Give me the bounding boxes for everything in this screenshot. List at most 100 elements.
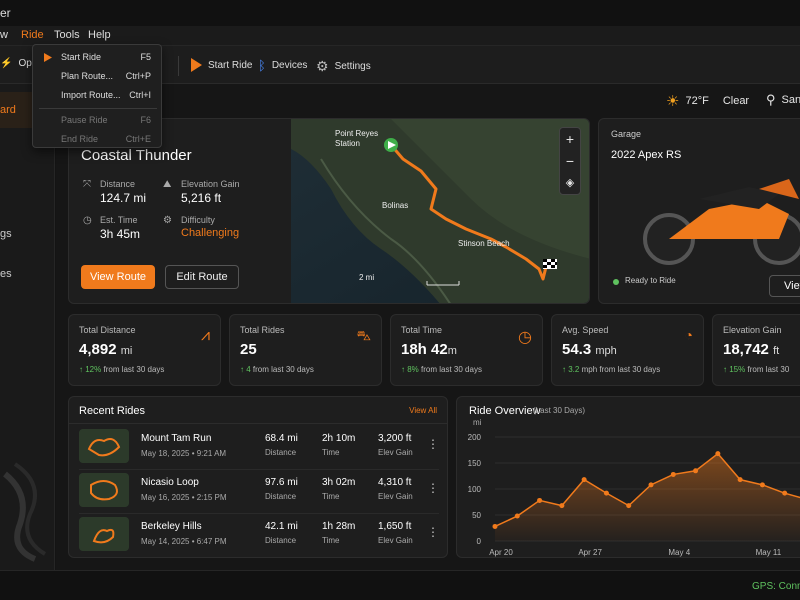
bike-name: 2022 Apex RS [611,149,682,161]
ride-name: Mount Tam Run [141,433,212,444]
data-point [537,497,543,503]
y-tick-label: 150 [468,459,482,468]
ride-thumbnail [79,517,129,551]
stat-title: Total Rides [240,325,285,335]
list-item[interactable]: Berkeley Hills May 14, 2025 • 6:47 PM 42… [79,515,449,555]
status-dot [613,279,619,285]
map-label-point-reyes: Point Reyes Station [335,129,379,148]
devices-button[interactable]: ᛒ Devices [258,58,307,73]
view-bike-button[interactable]: View [769,275,800,297]
menu-view[interactable]: w [0,29,8,41]
stat-total-time: Total Time 18h 42m ↑ 8% from last 30 day… [390,314,543,386]
stat-delta: ↑ 8% from last 30 days [401,365,482,374]
play-icon [44,53,52,62]
menu-item-label: End Ride [61,134,99,144]
more-options-icon[interactable]: ⋮ [427,481,439,495]
sidebar-item-settings[interactable]: gs [0,228,12,240]
menu-item-pause-ride[interactable]: Pause Ride F6 [33,111,163,130]
menu-help[interactable]: Help [88,29,111,41]
route-name: Coastal Thunder [81,147,192,164]
ride-time: 2h 10m Time [322,433,356,457]
chart-subtitle: (Last 30 Days) [533,406,586,415]
menu-item-shortcut: F5 [140,52,151,62]
view-route-button[interactable]: View Route [81,265,155,289]
sidebar-item-label: ard [0,104,16,116]
stat-total-distance: Total Distance 4,892 mi ↑ 12% from last … [68,314,221,386]
play-icon [191,58,202,72]
more-options-icon[interactable]: ⋮ [427,525,439,539]
weather-condition: Clear [722,95,750,107]
gps-status: GPS: Conne [752,581,800,592]
list-item[interactable]: Mount Tam Run May 18, 2025 • 9:21 AM 68.… [79,427,449,467]
edit-route-button[interactable]: Edit Route [165,265,239,289]
stat-delta: ↑ 15% from last 30 [723,365,790,374]
menu-item-start-ride[interactable]: Start Ride F5 [33,48,163,67]
car-icon: ⛍ [356,327,371,343]
data-point [514,513,520,519]
elevation-label: Elevation Gain [181,179,240,189]
location-widget[interactable]: ⚲ San [766,92,800,108]
mountain-icon: ⛰ [163,179,172,190]
divider [69,423,447,424]
menu-tools[interactable]: Tools [54,29,80,41]
menu-ride[interactable]: Ride [21,29,44,41]
location-name: San [781,94,800,106]
zoom-out-button[interactable]: − [565,153,575,169]
toolbar-divider [178,56,179,76]
stat-title: Total Distance [79,325,136,335]
open-label: Open [18,58,43,69]
stat-avg-speed: Avg. Speed 54.3 mph ↑ 3.2 mph from last … [551,314,704,386]
route-card: Point Reyes Station Bolinas Stinson Beac… [68,118,590,304]
devices-label: Devices [271,60,308,71]
layers-icon[interactable]: ◈ [565,177,575,189]
ride-name: Berkeley Hills [141,521,202,532]
menu-item-label: Import Route... [61,90,121,100]
start-ride-button[interactable]: Start Ride [190,58,252,72]
ride-name: Nicasio Loop [141,477,199,488]
view-all-link[interactable]: View All [409,406,437,415]
stat-title: Total Time [401,325,443,335]
more-options-icon[interactable]: ⋮ [427,437,439,451]
menu-item-end-ride[interactable]: End Ride Ctrl+E [33,130,163,149]
list-item[interactable]: Nicasio Loop May 16, 2025 • 2:15 PM 97.6… [79,471,449,511]
temperature: 72°F [685,95,709,107]
weather-widget: ☀ 72°F Clear [666,92,749,110]
area-fill [495,453,800,541]
recent-rides-card: Recent Rides View All Mount Tam Run May … [68,396,448,558]
ride-elev: 3,200 ft Elev Gain [378,433,413,457]
sidebar-item-devices[interactable]: es [0,268,12,280]
x-tick-label: May 4 [668,548,690,557]
difficulty-icon: ⚙ [163,215,172,226]
settings-button[interactable]: ⚙ Settings [316,58,371,75]
garage-card: Garage 2022 Apex RS Ready to Ride View [598,118,800,304]
data-point [581,477,587,483]
data-point [759,482,765,488]
start-ride-label: Start Ride [208,59,253,71]
chart-title: Ride Overview [469,405,541,417]
divider [79,513,439,514]
stat-delta: ↑ 12% from last 30 days [79,365,165,374]
bluetooth-icon: ᛒ [258,58,266,73]
menu-item-plan-route[interactable]: Plan Route... Ctrl+P [33,67,163,86]
ride-elev: 4,310 ft Elev Gain [378,477,413,501]
menu-item-shortcut: F6 [140,115,151,125]
zoom-in-button[interactable]: + [565,131,575,147]
menu-item-label: Plan Route... [61,71,114,81]
open-button[interactable]: ⚡ Open [0,58,43,69]
menu-separator [39,108,157,109]
stat-title: Elevation Gain [723,325,782,335]
difficulty-label: Difficulty [181,215,215,225]
location-pin-icon: ⚲ [766,92,776,107]
title-bar: er [0,0,800,26]
distance-icon: ⤧ [83,179,91,190]
map-scale-label: 2 mi [359,273,375,282]
y-axis-label: mi [473,418,482,427]
map-label-bolinas: Bolinas [382,201,409,210]
route-map[interactable] [291,119,590,304]
menu-item-label: Pause Ride [61,115,108,125]
settings-label: Settings [334,61,371,72]
menu-item-import-route[interactable]: Import Route... Ctrl+I [33,86,163,105]
stat-value: 4,892 mi [79,341,133,358]
ride-menu-dropdown: Start Ride F5 Plan Route... Ctrl+P Impor… [32,44,162,148]
ride-thumbnail [79,473,129,507]
